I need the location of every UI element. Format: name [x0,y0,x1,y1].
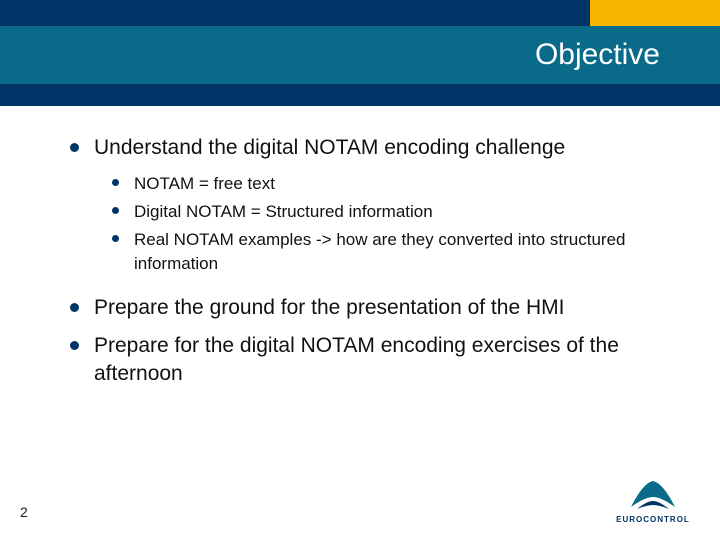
bullet-list-level2: NOTAM = free text Digital NOTAM = Struct… [94,172,670,275]
page-number: 2 [20,504,28,520]
logo-text: EUROCONTROL [608,515,698,524]
header-top-bar [0,0,720,26]
sub-bullet-text: Digital NOTAM = Structured information [134,202,433,221]
sub-bullet-item: NOTAM = free text [112,172,670,196]
slide-header: Objective [0,0,720,106]
logo-icon [623,473,683,513]
sub-bullet-text: NOTAM = free text [134,174,275,193]
header-top-right-accent [590,0,720,26]
bullet-item: Prepare for the digital NOTAM encoding e… [70,332,670,389]
bullet-text: Prepare the ground for the presentation … [94,296,564,319]
bullet-text: Understand the digital NOTAM encoding ch… [94,136,565,159]
eurocontrol-logo: EUROCONTROL [608,473,698,524]
sub-bullet-text: Real NOTAM examples -> how are they conv… [134,230,625,273]
bullet-list-level1: Understand the digital NOTAM encoding ch… [70,134,670,389]
slide: Objective Understand the digital NOTAM e… [0,0,720,540]
bullet-item: Prepare the ground for the presentation … [70,294,670,322]
header-bottom-bar [0,84,720,106]
header-top-left [0,0,590,26]
sub-bullet-item: Digital NOTAM = Structured information [112,200,670,224]
bullet-text: Prepare for the digital NOTAM encoding e… [94,334,619,385]
header-title-bar: Objective [0,26,720,84]
slide-content: Understand the digital NOTAM encoding ch… [0,106,720,389]
bullet-item: Understand the digital NOTAM encoding ch… [70,134,670,276]
sub-bullet-item: Real NOTAM examples -> how are they conv… [112,228,670,276]
slide-title: Objective [535,38,660,72]
